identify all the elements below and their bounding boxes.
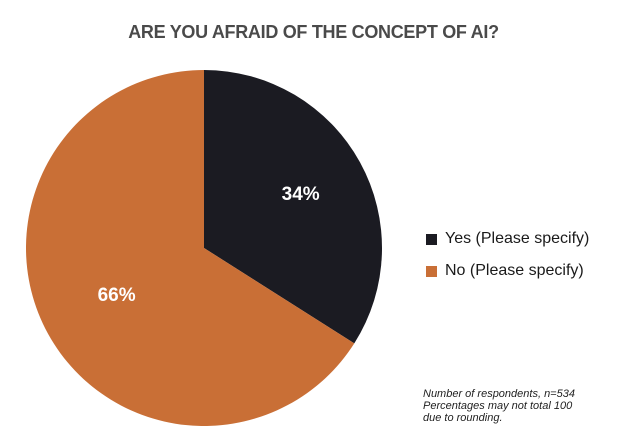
legend-swatch-no — [426, 265, 437, 277]
legend-item-no: No (Please specify) — [426, 261, 589, 281]
footnote-line-rounding: due to rounding. — [423, 412, 503, 424]
footnote: Number of respondents, n=534 Percentages… — [423, 388, 623, 424]
legend-label-no: No (Please specify) — [445, 262, 584, 279]
pie-slice-no — [26, 70, 355, 426]
footnote-line-percentages: Percentages may not total 100 — [423, 400, 573, 412]
pie-label-yes: 34% — [282, 184, 320, 205]
legend-item-yes: Yes (Please specify) — [426, 229, 589, 249]
footnote-line-respondents: Number of respondents, n=534 — [423, 388, 575, 400]
legend: Yes (Please specify) No (Please specify) — [426, 229, 589, 293]
pie-label-no: 66% — [98, 285, 136, 306]
chart-title: ARE YOU AFRAID OF THE CONCEPT OF AI? — [128, 22, 499, 42]
legend-swatch-yes — [426, 233, 437, 245]
legend-label-yes: Yes (Please specify) — [445, 230, 590, 247]
pie-slice-yes — [204, 70, 383, 344]
